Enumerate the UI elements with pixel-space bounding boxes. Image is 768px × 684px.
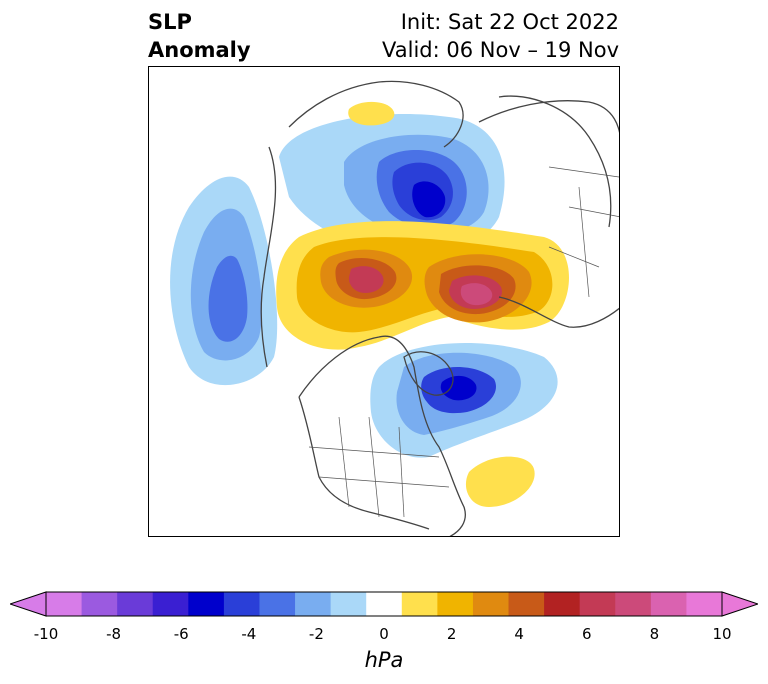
title-line-1: SLP: [148, 10, 192, 34]
colorbar-segment: [472, 592, 510, 616]
colorbar-segment: [46, 592, 83, 616]
colorbar-tick-label: -10: [33, 625, 59, 643]
colorbar-segment: [401, 592, 438, 616]
colorbar-segment: [544, 592, 581, 616]
valid-range: Valid: 06 Nov – 19 Nov: [382, 38, 619, 62]
colorbar-segment: [330, 592, 367, 616]
colorbar-tick-label: -6: [173, 625, 189, 643]
map-title: SLP Anomaly: [148, 8, 251, 64]
colorbar-tick-label: -4: [241, 625, 257, 643]
colorbar-extend-low: [10, 591, 47, 617]
subtropical-atlantic-high: [465, 456, 535, 507]
colorbar-segment: [366, 592, 403, 616]
colorbar-outline: [45, 591, 723, 617]
anomaly-map: [170, 80, 619, 536]
colorbar: [10, 591, 758, 617]
colorbar-tick-label: 6: [582, 625, 592, 643]
colorbar-tick-label: 8: [649, 625, 660, 643]
coastlines: [260, 80, 619, 536]
title-line-2: Anomaly: [148, 38, 251, 62]
greenland-high: [348, 101, 395, 126]
colorbar-tick-label: 10: [712, 625, 732, 643]
colorbar-tick-label: 2: [446, 625, 457, 643]
high-pressure-band: [276, 221, 569, 350]
map-panel: [148, 66, 620, 537]
colorbar-segments: [46, 592, 723, 616]
map-dates: Init: Sat 22 Oct 2022 Valid: 06 Nov – 19…: [382, 8, 619, 64]
north-pacific-low: [170, 176, 278, 386]
colorbar-segment: [686, 592, 723, 616]
colorbar-segment: [81, 592, 118, 616]
colorbar-segment: [650, 592, 687, 616]
colorbar-segment: [579, 592, 616, 616]
colorbar-tick-label: -2: [308, 625, 324, 643]
arctic-low: [279, 113, 505, 254]
colorbar-segment: [615, 592, 652, 616]
hudson-bay-low: [370, 343, 558, 458]
colorbar-segment: [117, 592, 154, 616]
colorbar-segment: [508, 592, 545, 616]
political-borders: [308, 166, 619, 518]
colorbar-segment: [152, 592, 189, 616]
colorbar-segment: [437, 592, 474, 616]
colorbar-unit: hPa: [364, 648, 404, 672]
colorbar-segment: [259, 592, 296, 616]
init-date: Init: Sat 22 Oct 2022: [400, 10, 619, 34]
colorbar-extend-high: [721, 591, 758, 617]
colorbar-segment: [188, 592, 225, 616]
colorbar-tick-label: 4: [514, 625, 524, 643]
colorbar-segment: [295, 592, 332, 616]
colorbar-tick-label: 0: [379, 625, 389, 643]
colorbar-segment: [223, 592, 260, 616]
colorbar-tick-label: -8: [106, 625, 122, 643]
